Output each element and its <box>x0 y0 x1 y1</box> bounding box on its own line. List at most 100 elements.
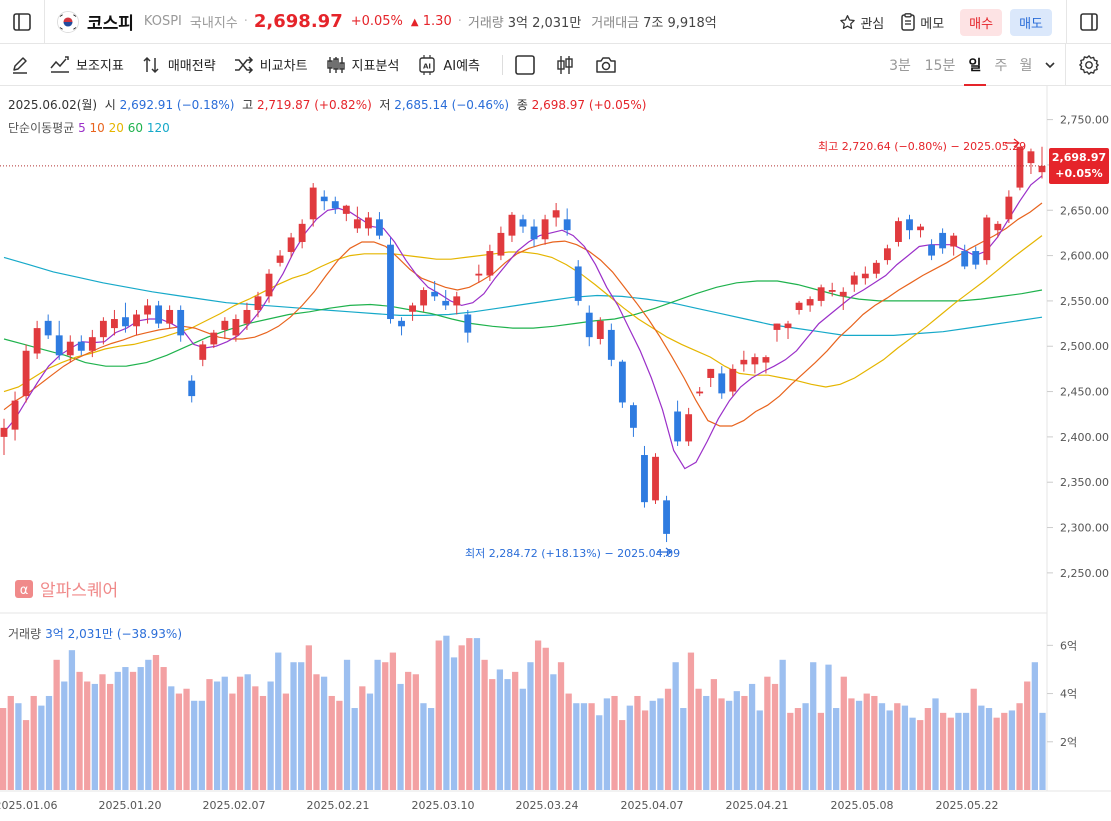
price-chart[interactable]: 2,750.002,700.002,650.002,600.002,550.00… <box>0 86 1111 821</box>
square-tool-button[interactable] <box>515 54 541 75</box>
ai-predict-button[interactable]: AI AI예측 <box>417 54 480 75</box>
volume-bar <box>917 720 924 790</box>
volume-bar <box>313 674 320 790</box>
timeframe-week[interactable]: 주 <box>994 58 1008 74</box>
timeframe-month[interactable]: 월 <box>1019 58 1033 74</box>
y-tick-label: 2,300.00 <box>1060 522 1109 535</box>
volume-bar <box>619 720 626 790</box>
candle-body <box>155 305 163 324</box>
timeframe-15min[interactable]: 15분 <box>924 58 956 74</box>
candle <box>66 335 74 363</box>
candle <box>850 271 858 292</box>
watch-button[interactable]: 관심 <box>839 13 884 32</box>
candle-body <box>177 309 185 336</box>
timeframe-day[interactable]: 일 <box>964 44 986 86</box>
volume-bar <box>733 691 740 790</box>
candle-body <box>342 205 350 214</box>
y-tick-label: 2,650.00 <box>1060 204 1109 217</box>
candle <box>177 305 185 342</box>
volume-bars <box>0 635 1046 790</box>
candle <box>751 353 759 374</box>
volume-bar <box>748 683 756 790</box>
ma-legend[interactable]: 단순이동평균 5 10 20 60 120 <box>8 121 170 135</box>
candle-body <box>442 300 450 306</box>
candle-body <box>563 219 571 231</box>
candle <box>0 418 8 456</box>
indicator-icon <box>50 55 69 73</box>
volume-bar <box>649 700 656 790</box>
volume-bar <box>466 638 473 790</box>
volume-bar <box>970 688 977 790</box>
candle-body <box>398 320 405 327</box>
volume-bar <box>848 698 855 790</box>
candle <box>486 244 494 281</box>
volume-bar <box>68 650 76 790</box>
x-tick-label: 2025.04.07 <box>621 799 684 812</box>
volume-bar <box>420 703 427 790</box>
x-tick-label: 2025.03.10 <box>412 799 475 812</box>
candle <box>696 387 704 397</box>
volume-bar <box>496 669 504 790</box>
candle-body <box>618 361 626 403</box>
timeframe-more-button[interactable] <box>1041 44 1059 86</box>
candle-body <box>773 323 781 330</box>
volume-bar <box>802 703 809 790</box>
volume-bar <box>122 667 129 790</box>
candle-type-button[interactable] <box>555 55 581 75</box>
buy-button[interactable]: 매수 <box>960 8 1003 36</box>
strategy-button[interactable]: 매매전략 <box>142 55 216 74</box>
candle-body <box>784 323 792 329</box>
candle <box>11 391 19 441</box>
candle-body <box>861 273 869 279</box>
timeframe-3min[interactable]: 3분 <box>889 58 911 74</box>
volume-bar <box>53 659 60 790</box>
volume-bar <box>282 693 290 790</box>
candle-body <box>497 232 505 256</box>
candle-body <box>530 226 538 240</box>
candle-body <box>596 320 604 339</box>
candle <box>420 287 428 312</box>
candle <box>994 221 1002 238</box>
analysis-button[interactable]: 지표분석 <box>326 55 399 74</box>
volume-label: 거래량 <box>467 16 504 31</box>
right-panel-toggle-button[interactable] <box>1067 0 1111 44</box>
memo-button[interactable]: 메모 <box>900 13 944 32</box>
candle <box>950 232 958 256</box>
volume-bar <box>542 647 549 790</box>
volume-bar <box>0 708 7 790</box>
y-tick-label: 2,500.00 <box>1060 340 1109 353</box>
x-axis: 2025.01.06 2025.01.20 2025.02.07 2025.02.21… <box>0 799 998 812</box>
candle <box>210 329 218 349</box>
candle-body <box>420 290 428 306</box>
candle-body <box>188 380 196 397</box>
settings-button[interactable] <box>1065 44 1111 86</box>
candle <box>1005 190 1013 223</box>
volume-bar <box>512 671 519 790</box>
volume-bar <box>726 700 733 790</box>
compare-button[interactable]: 비교차트 <box>234 55 308 74</box>
candle-body <box>663 500 670 534</box>
volume-bar <box>794 708 802 790</box>
volume-bar <box>244 674 251 790</box>
y-tick-label: 2,450.00 <box>1060 386 1109 399</box>
volume-bar <box>641 710 649 790</box>
volume-bar <box>787 712 794 790</box>
volume-bar <box>450 657 458 790</box>
candle-body <box>1027 151 1035 164</box>
candle-body <box>718 373 726 394</box>
draw-tool-button[interactable] <box>0 44 40 86</box>
candle <box>983 214 991 265</box>
screenshot-button[interactable] <box>595 55 623 75</box>
sidebar-toggle-button[interactable] <box>0 0 44 44</box>
candle <box>376 212 383 240</box>
sell-button[interactable]: 매도 <box>1010 8 1052 36</box>
volume-bar <box>1016 703 1023 790</box>
candlestick-icon <box>557 55 573 74</box>
gear-icon <box>1078 55 1099 75</box>
candle-body <box>740 359 748 365</box>
candle-body <box>276 255 284 263</box>
candle-body <box>950 235 958 247</box>
indicators-button[interactable]: 보조지표 <box>50 55 124 74</box>
vol-tick-label: 4억 <box>1060 688 1077 701</box>
volume-bar <box>443 635 450 790</box>
